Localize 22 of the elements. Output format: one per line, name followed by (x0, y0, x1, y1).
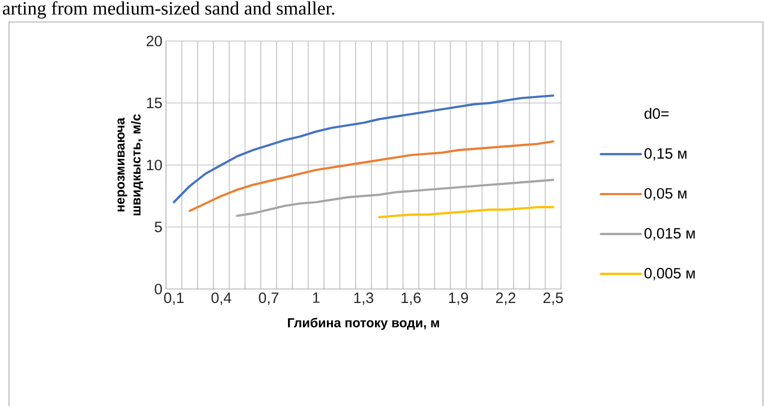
x-tick-label: 1,3 (354, 292, 374, 305)
x-tick-label: 0,1 (164, 292, 184, 305)
legend-label: 0,15 м (644, 148, 686, 161)
x-tick-label: 0,4 (211, 292, 232, 305)
x-axis-title: Глибина потоку води, м (288, 318, 439, 330)
y-tick-label: 20 (146, 36, 162, 46)
y-tick-label: 10 (147, 160, 162, 170)
y-axis-title: нерозмиваюча швидкысть, м/с (118, 114, 144, 216)
legend-label: 0,005 м (644, 268, 695, 280)
x-tick-label: 2,2 (496, 292, 516, 305)
x-tick-label: 0,7 (258, 292, 278, 305)
y-tick-label: 0 (154, 284, 162, 294)
x-tick-label: 1 (313, 292, 320, 303)
legend-title: d0= (644, 108, 669, 119)
x-tick-label: 2,5 (543, 292, 563, 305)
text: arting from medium-sized sand and smaller. (2, 1, 334, 19)
legend-label: 0,05 м (644, 188, 686, 200)
x-tick-label: 1,9 (449, 292, 468, 305)
y-tick-label: 5 (154, 222, 162, 232)
y-tick-label: 15 (147, 98, 162, 108)
legend-label: 0,015 м (644, 228, 695, 240)
x-tick-label: 1,6 (402, 292, 421, 305)
